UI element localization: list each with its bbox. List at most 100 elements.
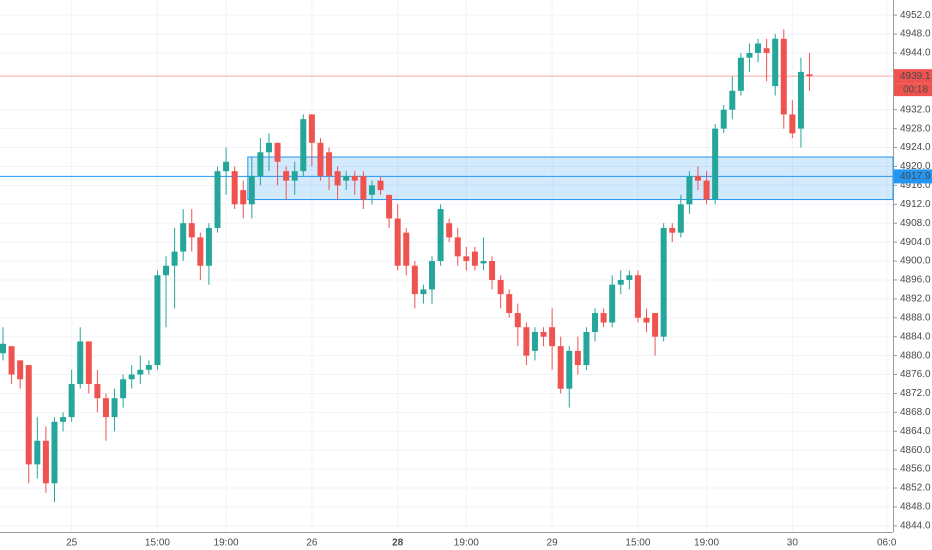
last-price-label: 4939.1 <box>900 71 931 82</box>
candle-body <box>205 227 212 266</box>
x-tick-label: 15:00 <box>145 538 170 549</box>
candle-body <box>60 417 67 422</box>
candle-body <box>128 374 135 380</box>
candle-body <box>17 360 24 380</box>
candle-body <box>446 223 453 238</box>
candle-body <box>188 223 195 238</box>
candle-body <box>42 440 49 484</box>
candle-body <box>231 171 238 205</box>
x-tick-label: 19:00 <box>214 538 239 549</box>
candle-body <box>592 313 599 332</box>
candle-body <box>394 218 401 266</box>
candle-body <box>180 223 187 252</box>
level-label: 4917.9 <box>900 171 931 182</box>
y-tick-label: 4860.0 <box>900 445 931 456</box>
candle-body <box>737 57 744 91</box>
candle-body <box>77 341 84 384</box>
x-tick-label: 30 <box>787 538 799 549</box>
candle-body <box>163 265 170 276</box>
y-tick-label: 4904.0 <box>900 237 931 248</box>
candle-body <box>583 331 590 366</box>
candle-body <box>703 180 710 200</box>
y-tick-label: 4844.0 <box>900 520 931 531</box>
candle-body <box>463 256 470 262</box>
candle-body <box>677 204 684 233</box>
candle-body <box>557 346 564 389</box>
x-tick-label: 19:00 <box>454 538 479 549</box>
x-tick-label: 15:00 <box>625 538 650 549</box>
candle-body <box>223 161 230 172</box>
y-tick-label: 4864.0 <box>900 426 931 437</box>
x-tick-label: 29 <box>547 538 559 549</box>
candle-body <box>437 209 444 262</box>
candle-body <box>806 74 813 77</box>
candle-body <box>729 90 736 110</box>
candle-body <box>214 171 221 228</box>
candle-body <box>85 341 92 384</box>
candle-body <box>660 227 667 337</box>
y-tick-label: 4908.0 <box>900 218 931 229</box>
candle-body <box>171 251 178 266</box>
candle-body <box>694 175 701 181</box>
candle-body <box>634 275 641 318</box>
candle-body <box>360 175 367 200</box>
candle-body <box>137 369 144 375</box>
candle-body <box>68 383 75 418</box>
candle-body <box>94 383 101 399</box>
candle-body <box>334 171 341 186</box>
candle-body <box>411 265 418 295</box>
x-tick-label: 26 <box>306 538 318 549</box>
y-tick-label: 4948.0 <box>900 29 931 40</box>
y-tick-label: 4932.0 <box>900 104 931 115</box>
y-tick-label: 4852.0 <box>900 483 931 494</box>
candle-body <box>154 275 161 366</box>
candle-body <box>574 350 581 366</box>
candle-body <box>368 185 375 195</box>
candle-body <box>343 175 350 181</box>
candle-body <box>755 43 762 53</box>
candle-body <box>8 346 15 375</box>
candle-body <box>471 251 478 266</box>
y-tick-label: 4876.0 <box>900 369 931 380</box>
candle-body <box>506 294 513 314</box>
y-tick-label: 4892.0 <box>900 294 931 305</box>
candle-body <box>377 180 384 191</box>
candle-body <box>763 48 770 53</box>
candle-body <box>351 175 358 181</box>
y-tick-label: 4928.0 <box>900 123 931 134</box>
candle-body <box>317 142 324 176</box>
y-tick-label: 4884.0 <box>900 331 931 342</box>
candle-body <box>197 237 204 266</box>
candle-body <box>480 261 487 264</box>
candle-body <box>531 331 538 351</box>
countdown-box <box>894 83 932 97</box>
candle-body <box>420 289 427 295</box>
candle-body <box>291 171 298 181</box>
candle-body <box>265 142 272 153</box>
y-tick-label: 4868.0 <box>900 407 931 418</box>
candle-body <box>0 343 6 354</box>
candle-body <box>669 227 676 233</box>
x-tick-label: 06:0 <box>877 538 897 549</box>
candle-body <box>145 365 152 370</box>
candle-body <box>797 71 804 129</box>
candle-body <box>403 232 410 266</box>
candle-body <box>300 119 307 172</box>
candle-body <box>617 279 624 285</box>
candle-body <box>600 313 607 323</box>
x-tick-label: 19:00 <box>694 538 719 549</box>
candle-body <box>746 52 753 58</box>
y-tick-label: 4924.0 <box>900 142 931 153</box>
candle-body <box>514 313 521 328</box>
candle-body <box>248 175 255 205</box>
candle-body <box>240 190 247 205</box>
candle-body <box>386 194 393 219</box>
x-tick-label: 28 <box>392 538 404 549</box>
countdown-label: 00:18 <box>903 84 928 95</box>
candle-body <box>780 38 787 115</box>
y-tick-label: 4912.0 <box>900 199 931 210</box>
y-tick-label: 4872.0 <box>900 388 931 399</box>
candle-body <box>497 279 504 295</box>
candle-body <box>102 398 109 418</box>
y-tick-label: 4888.0 <box>900 312 931 323</box>
